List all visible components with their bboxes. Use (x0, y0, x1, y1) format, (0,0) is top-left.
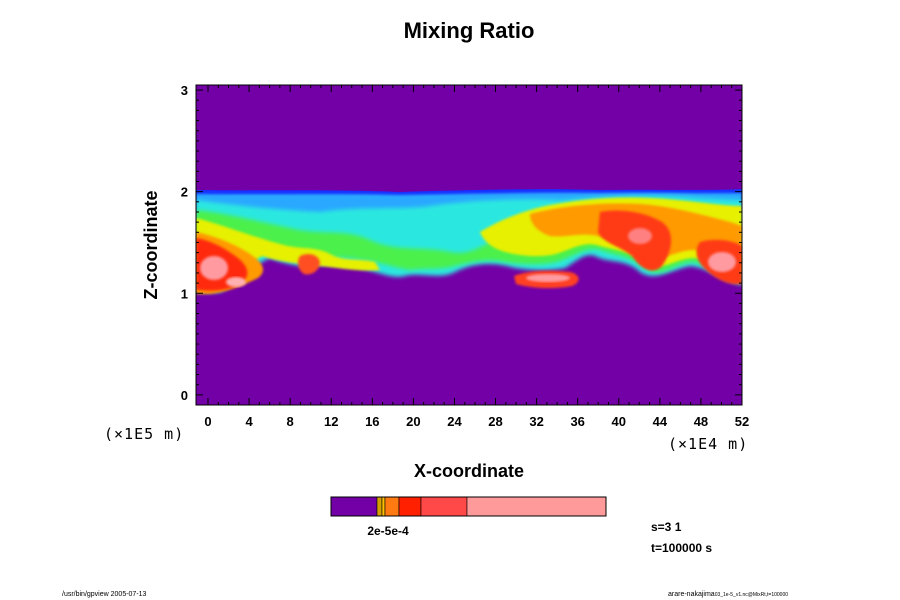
footer-right-name: arare-nakajima (668, 591, 715, 598)
y-axis-label: Z-coordinate (141, 190, 161, 299)
annotation-time: t=100000 s (651, 541, 712, 555)
y-axis-ticks (196, 89, 742, 396)
mixing-layer-pink-left (200, 256, 228, 280)
footer-left: /usr/bin/gpview 2005-07-13 (62, 591, 147, 598)
footer-right: arare-nakajima03_1e-5_v1.nc@MixRt,t=1000… (668, 591, 788, 598)
y-axis-tick-labels: 0 1 2 3 (181, 83, 188, 403)
x-tick-label: 40 (612, 414, 626, 429)
plot-frame (195, 84, 743, 406)
mixing-layer-pink-right2 (628, 228, 652, 244)
colorbar-label: 2e-5e-4 (367, 524, 409, 538)
footer-right-sub: 03_1e-5_v1.nc@MixRt,t=100000 (715, 592, 789, 598)
colorbar-segment (398, 496, 422, 517)
colorbar-segment (466, 496, 607, 517)
x-tick-label: 32 (529, 414, 543, 429)
x-axis-label: X-coordinate (414, 461, 524, 481)
x-tick-label: 8 (287, 414, 294, 429)
x-scale-label: (×1E4 m) (668, 435, 748, 453)
x-tick-label: 0 (204, 414, 211, 429)
x-tick-label: 20 (406, 414, 420, 429)
chart-title: Mixing Ratio (404, 18, 535, 43)
x-tick-label: 48 (694, 414, 708, 429)
colorbar-segment (381, 496, 386, 517)
colorbar (330, 496, 607, 517)
colorbar-segment (384, 496, 400, 517)
y-tick-label: 0 (181, 388, 188, 403)
x-axis-ticks (207, 85, 743, 405)
mixing-layer-pink-right (708, 252, 736, 272)
y-tick-label: 3 (181, 83, 188, 98)
colorbar-segment (420, 496, 468, 517)
x-tick-label: 24 (447, 414, 462, 429)
y-scale-label: (×1E5 m) (104, 425, 184, 443)
x-tick-label: 4 (245, 414, 253, 429)
mixing-layer-pink-mid (526, 274, 570, 282)
x-tick-label: 12 (324, 414, 338, 429)
y-tick-label: 1 (181, 286, 188, 301)
y-tick-label: 2 (181, 185, 188, 200)
x-tick-label: 36 (570, 414, 584, 429)
annotation-stride: s=3 1 (651, 520, 682, 534)
x-tick-label: 52 (735, 414, 749, 429)
x-tick-label: 44 (653, 414, 668, 429)
x-tick-label: 28 (488, 414, 502, 429)
x-axis-tick-labels: 0 4 8 12 16 20 24 28 32 36 40 44 48 52 (204, 414, 749, 429)
mixing-layer-red-small (297, 254, 320, 275)
x-tick-label: 16 (365, 414, 379, 429)
colorbar-segment (376, 496, 383, 517)
colorbar-frame (330, 496, 607, 517)
mixing-layer-pink-left2 (226, 277, 246, 287)
colorbar-segment (330, 496, 378, 517)
mixing-layer (196, 189, 742, 294)
